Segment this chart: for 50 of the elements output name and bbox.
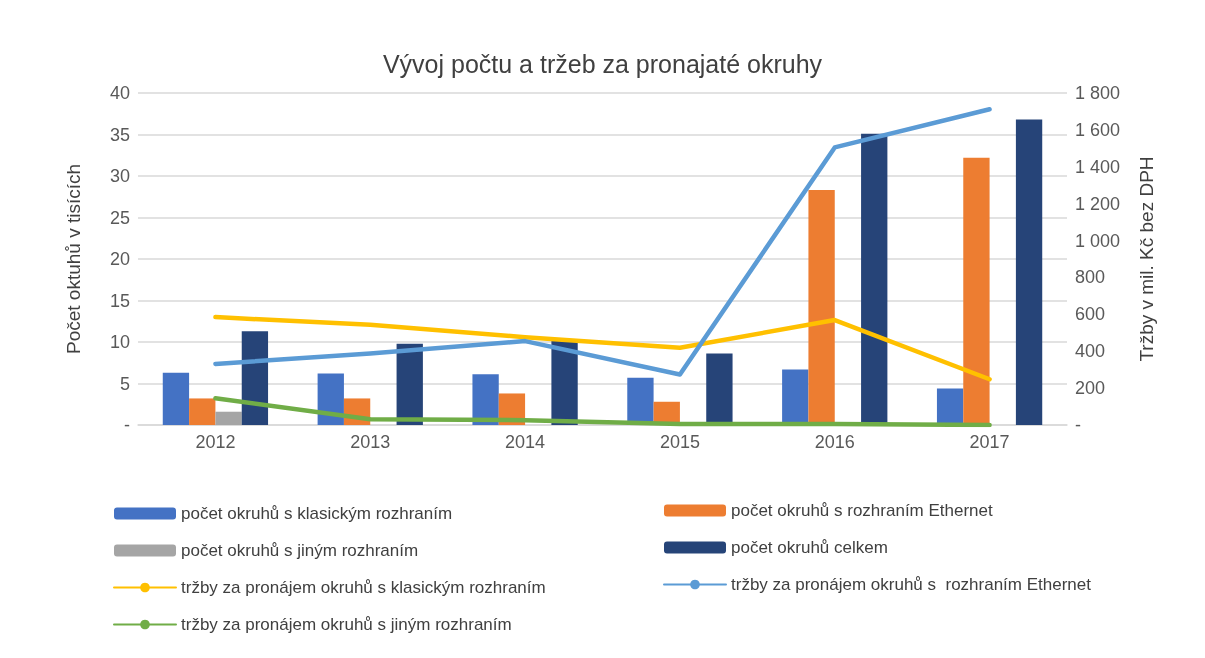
line-series [213,314,992,382]
y2-tick-label: 1 800 [1075,83,1121,103]
y2-tick-label: 400 [1075,341,1106,362]
bar [1015,119,1043,425]
y-tick-label: - [124,415,130,435]
bar [963,157,990,425]
y2-axis-title: Tržby v mil. Kč bez DPH [1136,156,1157,362]
bar [215,411,242,425]
legend-label: počet okruhů s klasickým rozhraním [181,504,453,523]
y-tick-label: 25 [109,207,130,228]
y-tick-label: 10 [109,332,130,352]
bar [706,353,733,425]
bar [189,398,216,425]
bar [162,372,190,425]
y2-tick-label: 1 400 [1075,156,1121,177]
legend-label: tržby za pronájem okruhů s rozhraním Ethernet [731,575,1092,594]
legend-label: počet okruhů s jiným rozhraním [181,541,419,560]
y2-tick-label: 600 [1075,304,1106,325]
y2-tick-label: 1 200 [1075,193,1121,214]
y-tick-label: 15 [109,290,130,311]
bar [241,331,269,425]
y2-tick-label: 800 [1075,267,1106,288]
y-tick-label: 5 [119,373,130,394]
y2-tick-label: 1 600 [1075,119,1121,140]
y2-tick-label: 200 [1075,378,1106,399]
bar [808,190,835,425]
legend-label: počet okruhů celkem [731,538,888,557]
bar [782,369,809,425]
x-tick-label: 2017 [969,432,1010,452]
y-tick-label: 40 [109,83,130,103]
y-axis-title: Počet oktuhů v tisících [63,163,84,355]
bar [936,388,964,425]
legend-label: tržby za pronájem okruhů s jiným rozhraním [181,615,512,634]
bar [472,374,499,425]
x-tick-label: 2016 [814,432,855,452]
x-tick-label: 2012 [195,432,236,452]
y-tick-label: 35 [109,124,130,145]
y2-tick-label: - [1075,415,1081,435]
y2-tick-label: 1 000 [1075,230,1121,251]
y-tick-label: 20 [109,249,130,269]
x-tick-label: 2013 [350,432,391,452]
line-series [213,106,992,377]
legend-label: tržby za pronájem okruhů s klasickým rozhraním [181,578,546,597]
line-series [213,396,992,428]
x-tick-label: 2014 [505,432,546,452]
x-tick-label: 2015 [659,432,700,452]
legend-label: počet okruhů s rozhraním Ethernet [731,501,994,520]
bar [861,133,888,425]
y-tick-label: 30 [109,166,130,186]
chart-title: Vývoj počtu a tržeb za pronajaté okruhy [382,49,823,78]
